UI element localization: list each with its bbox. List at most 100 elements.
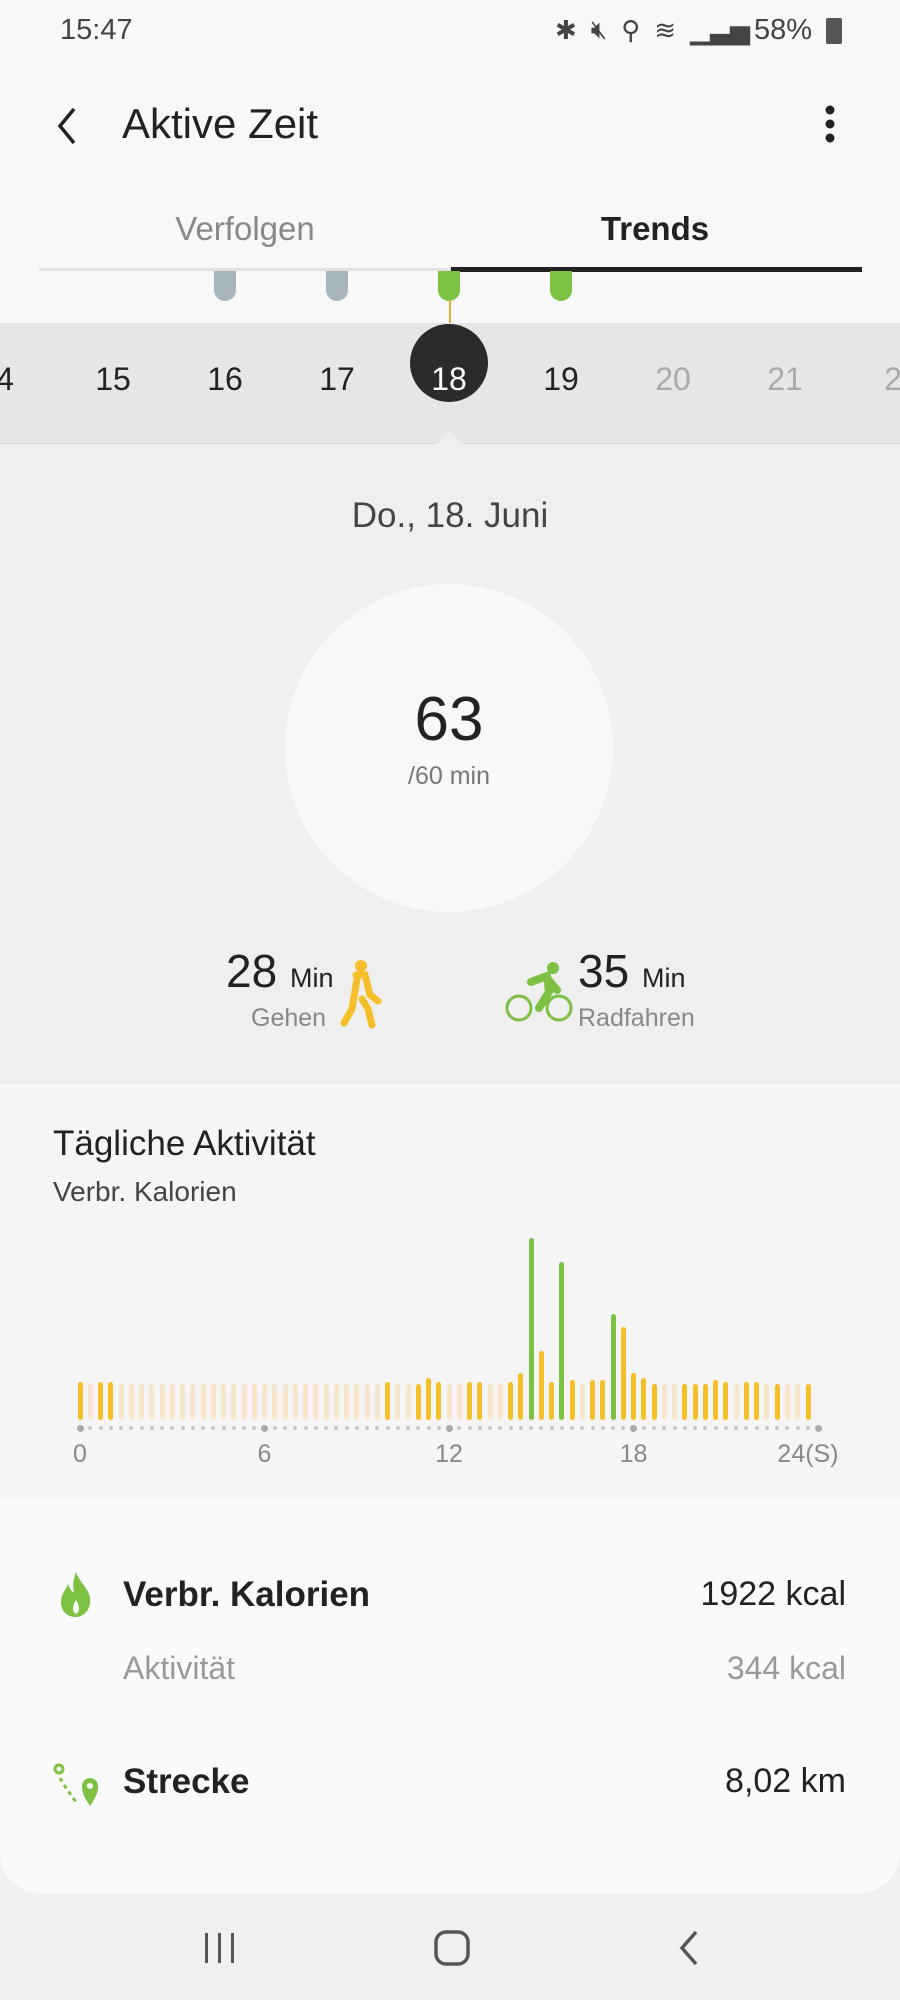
chart-bar bbox=[231, 1383, 237, 1420]
chart-bar bbox=[579, 1383, 585, 1420]
chart-bar bbox=[723, 1381, 729, 1420]
back-nav-button[interactable] bbox=[674, 1929, 704, 1967]
chart-bar bbox=[139, 1383, 145, 1420]
axis-dot bbox=[242, 1426, 246, 1430]
day-4[interactable]: 4 bbox=[0, 361, 14, 397]
active-minutes: 63 bbox=[414, 685, 484, 754]
day-15[interactable]: 15 bbox=[95, 361, 131, 397]
axis-dot bbox=[283, 1426, 287, 1430]
cycling-value: 35 bbox=[578, 945, 630, 997]
chart-bar bbox=[733, 1383, 739, 1420]
axis-dot bbox=[734, 1426, 738, 1430]
axis-dot bbox=[559, 1426, 564, 1430]
axis-dot bbox=[334, 1426, 339, 1430]
chart-bar bbox=[610, 1314, 616, 1420]
location-icon: ⚲ bbox=[621, 14, 641, 45]
axis-dot bbox=[108, 1426, 113, 1430]
axis-dot bbox=[590, 1426, 595, 1430]
recent-apps-button[interactable] bbox=[200, 1931, 240, 1965]
chart-bar bbox=[364, 1383, 370, 1420]
chart-bar bbox=[692, 1383, 698, 1420]
day-20[interactable]: 20 bbox=[655, 361, 691, 397]
axis-dot bbox=[630, 1424, 637, 1432]
chart-bar bbox=[631, 1372, 637, 1420]
axis-dot bbox=[682, 1426, 687, 1430]
axis-dot bbox=[261, 1424, 268, 1432]
axis-dot bbox=[549, 1426, 554, 1430]
chart-bar bbox=[795, 1383, 801, 1420]
chart-bar bbox=[661, 1383, 667, 1420]
cycling-unit: Min bbox=[641, 963, 686, 993]
chart-bar bbox=[508, 1381, 514, 1420]
day-strip[interactable]: 4 15 16 17 18 19 20 21 2 bbox=[0, 323, 900, 444]
axis-dot bbox=[539, 1426, 544, 1430]
axis-dot bbox=[477, 1426, 482, 1430]
chart-bar bbox=[292, 1383, 298, 1420]
chart-bar bbox=[323, 1383, 329, 1420]
chart-bar bbox=[98, 1381, 103, 1420]
status-time: 15:47 bbox=[60, 14, 133, 46]
chart-bar bbox=[251, 1383, 257, 1420]
day-17[interactable]: 17 bbox=[319, 361, 355, 397]
cycling-label: Radfahren bbox=[578, 1004, 695, 1032]
top-area: 15:47 ✱ 🔇︎ ⚲ ≋ ▁▃▅ 58% Aktive Zeit Verfo… bbox=[0, 0, 900, 323]
chart-bar bbox=[262, 1383, 268, 1420]
activity-chart: 0 6 12 18 24(S) bbox=[0, 1084, 900, 1500]
chart-bar bbox=[467, 1381, 473, 1420]
axis-dot bbox=[488, 1426, 492, 1430]
axis-dot bbox=[365, 1426, 369, 1430]
chart-bar bbox=[190, 1383, 196, 1420]
chart-bar bbox=[128, 1383, 134, 1420]
day-18[interactable]: 18 bbox=[431, 361, 467, 397]
axis-dot bbox=[436, 1426, 441, 1430]
axis-dot bbox=[129, 1426, 134, 1430]
chart-bar bbox=[405, 1383, 411, 1420]
chart-bar bbox=[713, 1379, 719, 1420]
battery-percent: 58% bbox=[754, 14, 813, 46]
navigation-bar bbox=[0, 1893, 900, 2000]
axis-dot bbox=[324, 1426, 328, 1430]
chart-bar bbox=[456, 1383, 462, 1420]
x-tick-label: 12 bbox=[435, 1440, 463, 1468]
day-21[interactable]: 21 bbox=[767, 361, 803, 397]
chart-bar bbox=[569, 1379, 575, 1420]
day-marker bbox=[438, 271, 460, 301]
day-19[interactable]: 19 bbox=[543, 361, 579, 397]
chart-bar bbox=[559, 1261, 565, 1420]
axis-dot bbox=[231, 1426, 236, 1430]
chart-bar bbox=[210, 1383, 216, 1420]
chart-bar bbox=[754, 1381, 760, 1420]
axis-dot bbox=[744, 1426, 749, 1430]
flame-icon bbox=[61, 1572, 91, 1617]
axis-dot bbox=[713, 1426, 718, 1430]
chart-bar bbox=[743, 1381, 749, 1420]
selected-day-circle bbox=[410, 324, 488, 402]
axis-dot bbox=[88, 1426, 93, 1430]
chart-bar bbox=[303, 1383, 309, 1420]
axis-dot bbox=[313, 1426, 318, 1430]
progress-circle: 63 /60 min bbox=[285, 584, 613, 912]
home-button[interactable] bbox=[433, 1929, 471, 1967]
day-2[interactable]: 2 bbox=[884, 361, 900, 397]
chart-bar bbox=[221, 1383, 227, 1420]
status-icons: ✱ 🔇︎ ⚲ ≋ ▁▃▅ bbox=[555, 14, 750, 46]
day-16[interactable]: 16 bbox=[207, 361, 243, 397]
chart-bar bbox=[108, 1381, 114, 1420]
axis-dot bbox=[201, 1426, 205, 1430]
chart-bar bbox=[764, 1383, 770, 1420]
stats-card: Verbr. Kalorien 1922 kcal Aktivität 344 … bbox=[0, 1500, 900, 1893]
cycling-icon bbox=[505, 962, 573, 1022]
axis-dot bbox=[498, 1426, 503, 1430]
chart-bar bbox=[590, 1379, 596, 1420]
axis-dot bbox=[375, 1426, 380, 1430]
more-options-button[interactable] bbox=[820, 104, 840, 148]
daily-subtitle: Verbr. Kalorien bbox=[53, 1176, 237, 1207]
goal-minutes: /60 min bbox=[408, 762, 490, 790]
axis-dot bbox=[211, 1426, 216, 1430]
back-button[interactable] bbox=[52, 105, 82, 147]
signal-icon: ▁▃▅ bbox=[690, 14, 751, 45]
axis-dot bbox=[445, 1424, 453, 1432]
tab-verfolgen[interactable]: Verfolgen bbox=[175, 210, 315, 247]
daily-activity-card: Tägliche Aktivität Verbr. Kalorien 0 6 12 1… bbox=[0, 1084, 900, 1500]
tab-trends[interactable]: Trends bbox=[600, 210, 710, 247]
